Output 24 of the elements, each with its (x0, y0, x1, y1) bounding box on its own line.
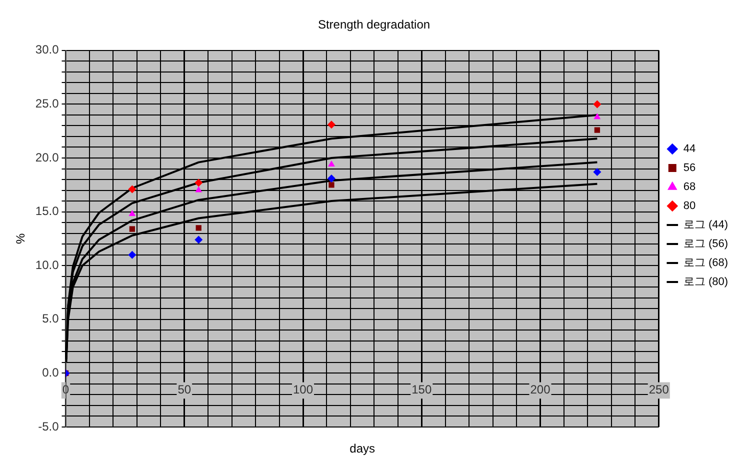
y-tick-label: -5.0 (38, 419, 60, 434)
x-tick-label: 50 (178, 382, 192, 397)
y-tick-label: 0.0 (42, 366, 60, 380)
y-tick-label: 10.0 (35, 258, 60, 272)
legend-label: 로그 (44) (683, 219, 728, 232)
x-tick-label: 200 (530, 382, 551, 397)
legend-label: 로그 (80) (683, 276, 728, 288)
x-axis-title: days (350, 441, 375, 456)
x-tick-label: 100 (292, 382, 314, 397)
y-tick-label: 15.0 (35, 204, 60, 218)
y-axis-title: % (14, 233, 28, 244)
y-tick-label: 20.0 (35, 150, 60, 164)
y-tick-label: 5.0 (42, 312, 60, 326)
x-tick-label: 150 (412, 382, 432, 397)
legend-label: 68 (683, 181, 696, 194)
legend-label: 80 (683, 200, 696, 212)
legend-label: 44 (683, 143, 696, 156)
chart-title: Strength degradation (318, 18, 430, 32)
legend-label: 56 (683, 162, 696, 174)
legend-label: 로그 (68) (683, 257, 728, 270)
y-tick-label: 25.0 (35, 96, 60, 111)
legend-label: 로그 (56) (683, 238, 728, 250)
y-tick-label: 30.0 (35, 42, 60, 57)
x-tick-label: 250 (648, 382, 670, 397)
